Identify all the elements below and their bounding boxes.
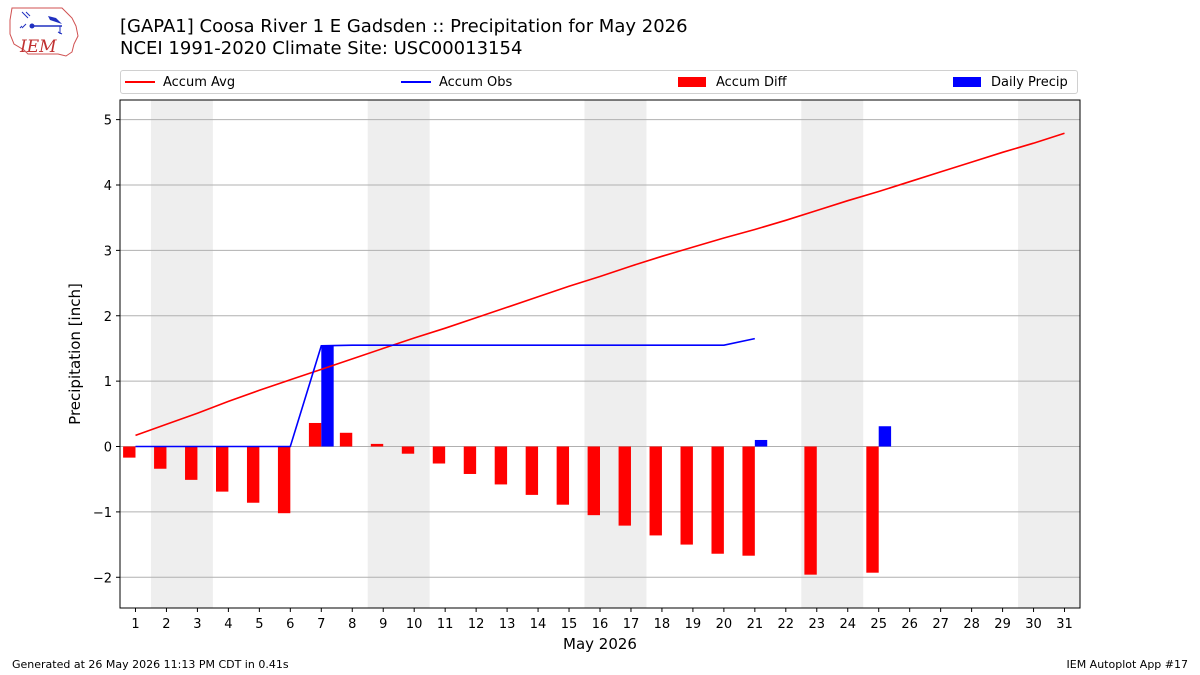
x-tick-label: 1 xyxy=(131,617,139,632)
accum-diff-bar xyxy=(494,446,508,485)
y-tick-label: −1 xyxy=(93,506,112,521)
legend-swatch-daily-precip xyxy=(953,77,981,87)
accum-diff-bar xyxy=(123,446,136,458)
y-tick-label: 0 xyxy=(104,441,112,456)
chart-title-line1: [GAPA1] Coosa River 1 E Gadsden :: Preci… xyxy=(120,16,688,37)
x-tick-label: 2 xyxy=(162,617,170,632)
legend-swatch-accum-diff xyxy=(678,77,706,87)
y-tick-label: 1 xyxy=(104,375,112,390)
accum-obs-line xyxy=(135,337,755,448)
y-tick-label: 4 xyxy=(104,179,112,194)
x-tick-label: 5 xyxy=(255,617,263,632)
x-tick-label: 30 xyxy=(1025,617,1042,632)
y-tick-label: 3 xyxy=(104,244,112,259)
accum-diff-bar xyxy=(680,446,693,545)
x-tick-label: 10 xyxy=(406,617,423,632)
x-tick-label: 8 xyxy=(348,617,356,632)
x-tick-label: 11 xyxy=(437,617,454,632)
accum-diff-bar xyxy=(742,446,755,556)
weekend-shade-2 xyxy=(367,100,430,608)
weekend-shading xyxy=(150,100,1080,608)
x-tick-label: 12 xyxy=(468,617,485,632)
accum-diff-bar xyxy=(185,446,198,480)
chart-title-line2: NCEI 1991-2020 Climate Site: USC00013154 xyxy=(120,38,523,59)
accum-diff-bar xyxy=(649,446,662,536)
legend-item-accum-obs: Accum Obs xyxy=(401,71,512,93)
weekend-shade-3 xyxy=(584,100,647,608)
legend-swatch-accum-obs xyxy=(401,81,431,83)
x-tick-label: 13 xyxy=(499,617,516,632)
x-tick-label: 20 xyxy=(716,617,733,632)
accum-diff-bar xyxy=(587,446,600,516)
accum-diff-bar xyxy=(216,446,229,492)
accum-diff-bar xyxy=(308,422,322,447)
y-tick-label: 2 xyxy=(104,310,112,325)
legend-label-accum-diff: Accum Diff xyxy=(716,74,787,90)
x-tick-label: 15 xyxy=(561,617,578,632)
y-tick-label: 5 xyxy=(104,114,112,129)
chart-legend: Accum Avg Accum Obs Accum Diff Daily Pre… xyxy=(120,70,1078,94)
x-tick-label: 29 xyxy=(994,617,1011,632)
legend-label-daily-precip: Daily Precip xyxy=(991,74,1068,90)
x-tick-label: 7 xyxy=(317,617,325,632)
y-tick-label: −2 xyxy=(93,571,112,586)
x-tick-label: 17 xyxy=(623,617,640,632)
weekend-shade-1 xyxy=(150,100,213,608)
x-axis-label: May 2026 xyxy=(563,635,637,653)
x-tick-label: 26 xyxy=(901,617,918,632)
accum-diff-bar xyxy=(401,446,415,454)
accum-diff-bar xyxy=(463,446,477,474)
y-axis-label: Precipitation [inch] xyxy=(66,283,84,425)
x-tick-label: 3 xyxy=(193,617,201,632)
x-tick-label: 14 xyxy=(530,617,547,632)
daily-precip-bar xyxy=(878,426,892,447)
accum-diff-bar xyxy=(154,446,167,469)
x-tick-label: 28 xyxy=(963,617,980,632)
accum-diff-bar xyxy=(804,446,817,575)
x-tick-label: 6 xyxy=(286,617,294,632)
x-tick-label: 23 xyxy=(809,617,826,632)
legend-swatch-accum-avg xyxy=(125,81,155,83)
accum-diff-bar xyxy=(277,446,291,514)
legend-label-accum-avg: Accum Avg xyxy=(163,74,236,90)
x-tick-label: 27 xyxy=(932,617,949,632)
accum-avg-line xyxy=(135,132,1065,437)
weekend-shade-5 xyxy=(1018,100,1080,608)
legend-item-daily-precip: Daily Precip xyxy=(953,71,1068,93)
accum-diff-bar xyxy=(618,446,631,526)
accum-diff-bar xyxy=(370,443,384,447)
x-tick-label: 31 xyxy=(1056,617,1073,632)
accum-diff-bar xyxy=(339,432,353,447)
x-tick-label: 21 xyxy=(747,617,764,632)
chart-title: [GAPA1] Coosa River 1 E Gadsden :: Preci… xyxy=(120,16,688,60)
accum-diff-bars xyxy=(123,422,879,575)
legend-item-accum-avg: Accum Avg xyxy=(125,71,235,93)
accum-diff-bar xyxy=(556,446,570,505)
logo-text: IEM xyxy=(19,37,57,57)
x-tick-label: 19 xyxy=(685,617,702,632)
accum-diff-bar xyxy=(525,446,539,495)
accum-diff-bar xyxy=(866,446,879,573)
legend-item-accum-diff: Accum Diff xyxy=(678,71,787,93)
x-tick-label: 24 xyxy=(839,617,856,632)
legend-label-accum-obs: Accum Obs xyxy=(439,74,513,90)
iem-logo: IEM xyxy=(6,4,82,60)
daily-precip-bar xyxy=(754,439,768,447)
daily-precip-bars xyxy=(321,345,892,447)
x-tick-label: 25 xyxy=(870,617,887,632)
x-tick-label: 18 xyxy=(654,617,671,632)
footer-generated: Generated at 26 May 2026 11:13 PM CDT in… xyxy=(12,658,289,671)
footer-app: IEM Autoplot App #17 xyxy=(1066,658,1189,671)
x-tick-label: 16 xyxy=(592,617,609,632)
x-tick-label: 9 xyxy=(379,617,387,632)
accum-diff-bar xyxy=(432,446,446,464)
x-tick-label: 22 xyxy=(778,617,795,632)
x-tick-label: 4 xyxy=(224,617,232,632)
accum-lines xyxy=(135,132,1065,448)
daily-precip-bar xyxy=(321,345,334,447)
accum-diff-bar xyxy=(711,446,724,554)
accum-diff-bar xyxy=(246,446,260,503)
